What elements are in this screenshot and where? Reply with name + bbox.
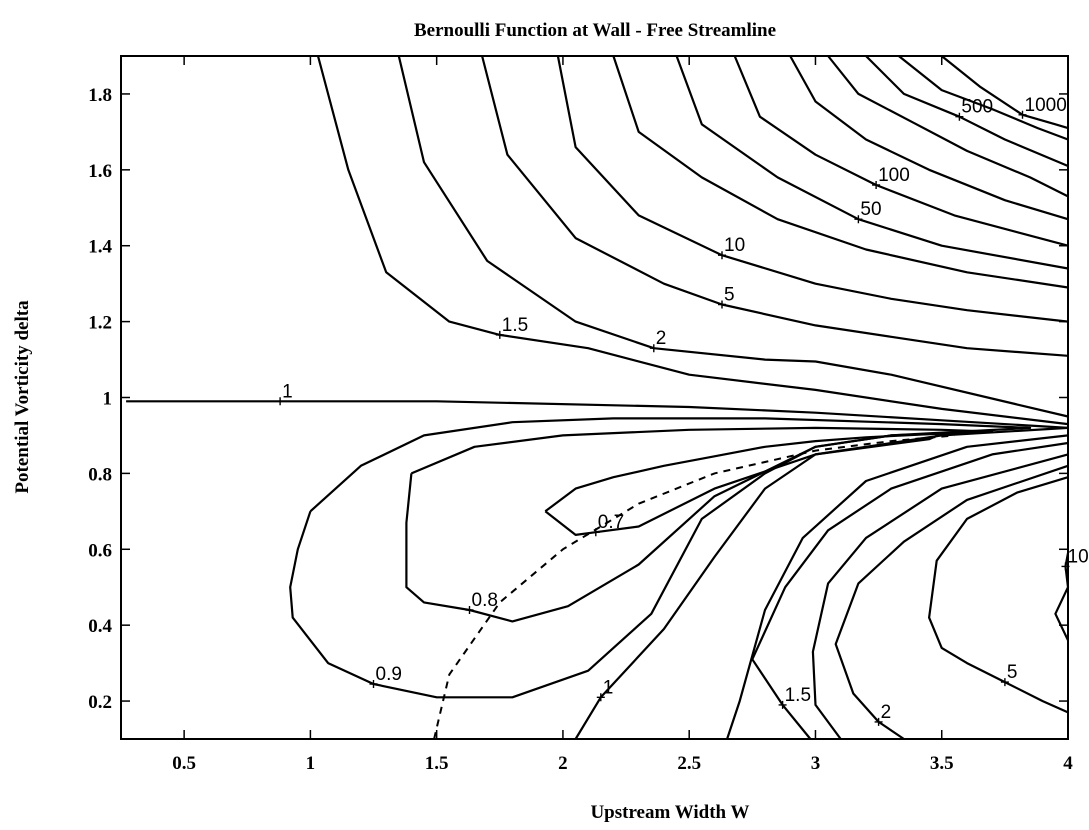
contour-label-marker bbox=[718, 251, 726, 260]
contour-label-marker bbox=[369, 680, 378, 688]
contour-labels: 1 1.5 2 5 10 50 100 500 1000 0.7 0.8 0.9 1 1.5 2 5 10 bbox=[276, 95, 1089, 726]
y-tick-label: 1.4 bbox=[88, 237, 112, 258]
x-tick-label: 3 bbox=[811, 753, 821, 774]
contour-label-marker bbox=[718, 300, 726, 309]
contour-line-9 bbox=[827, 55, 1069, 198]
contour-line-5-21 bbox=[928, 476, 1069, 714]
contour-label-marker bbox=[596, 693, 605, 702]
y-axis-label: Potential Vorticity delta bbox=[12, 300, 33, 494]
contour-label-marker bbox=[1000, 678, 1009, 687]
x-tick-label: 4 bbox=[1063, 753, 1073, 774]
contour-label: 10 bbox=[1068, 546, 1089, 567]
y-tick-label: 1.6 bbox=[88, 161, 112, 182]
contour-line-100-8 bbox=[789, 55, 1069, 221]
contour-label-marker bbox=[874, 717, 883, 726]
contour-label: 100 bbox=[878, 165, 910, 186]
contour-line-0_8-14 bbox=[405, 426, 994, 623]
x-axis-label: Upstream Width W bbox=[590, 802, 749, 823]
contour-label-marker bbox=[1018, 110, 1027, 119]
x-tick-label: 0.5 bbox=[172, 753, 196, 774]
contour-line-1-0 bbox=[126, 400, 1069, 429]
plot-frame bbox=[120, 55, 1069, 740]
contour-label: 2 bbox=[656, 328, 667, 349]
contour-line-19 bbox=[811, 453, 1069, 740]
contour-label: 1 bbox=[603, 677, 614, 698]
contour-label: 1 bbox=[282, 381, 293, 402]
contour-label: 1.5 bbox=[785, 685, 811, 706]
dashed-curve bbox=[433, 434, 955, 740]
contour-label-marker bbox=[778, 700, 787, 709]
contour-line-11 bbox=[898, 55, 1069, 141]
chart-title: Bernoulli Function at Wall - Free Stream… bbox=[414, 20, 776, 41]
y-tick-label: 1.2 bbox=[88, 313, 112, 334]
contour-line-6 bbox=[675, 55, 1069, 270]
contour-label: 0.7 bbox=[598, 512, 624, 533]
contour-label: 1.5 bbox=[502, 315, 528, 336]
y-tick-label: 0.6 bbox=[88, 540, 112, 561]
contour-line-17 bbox=[726, 434, 1069, 740]
contour-lines bbox=[126, 55, 1070, 740]
y-tick-label: 0.8 bbox=[88, 464, 112, 485]
contour-label-marker bbox=[649, 344, 658, 353]
x-tick-label: 2 bbox=[558, 753, 568, 774]
contour-label-marker bbox=[276, 397, 285, 406]
contour-label: 0.9 bbox=[376, 664, 402, 685]
x-tick-label: 2.5 bbox=[677, 753, 701, 774]
contour-label: 5 bbox=[724, 285, 735, 306]
contour-label-marker bbox=[495, 330, 504, 339]
y-tick-label: 1.8 bbox=[88, 85, 112, 106]
contour-label: 1000 bbox=[1025, 95, 1067, 116]
y-tick-label: 1 bbox=[103, 389, 113, 410]
contour-line-0_9-15 bbox=[289, 417, 1032, 699]
y-tick-label: 0.4 bbox=[88, 616, 112, 637]
contour-line-50-7 bbox=[733, 55, 1069, 247]
contour-label: 5 bbox=[1007, 662, 1018, 683]
contour-label-marker bbox=[955, 112, 964, 121]
x-tick-label: 1.5 bbox=[425, 753, 449, 774]
contour-label: 2 bbox=[881, 702, 892, 723]
contour-label-marker bbox=[854, 215, 863, 224]
contour-label-marker bbox=[591, 528, 600, 537]
contour-label-marker bbox=[872, 181, 881, 189]
contour-label: 500 bbox=[961, 97, 993, 118]
contour-line-1_5-1 bbox=[316, 55, 1069, 426]
contour-label: 0.8 bbox=[472, 590, 498, 611]
contour-label-marker bbox=[465, 606, 474, 614]
contour-label: 50 bbox=[860, 199, 881, 220]
contour-line-5 bbox=[612, 55, 1069, 289]
contour-line-2-20 bbox=[834, 464, 1069, 740]
y-tick-label: 0.2 bbox=[88, 692, 112, 713]
contour-line-1_5-18 bbox=[751, 441, 1069, 740]
contour-line-10-4 bbox=[556, 55, 1069, 323]
contour-label: 10 bbox=[724, 235, 745, 256]
x-tick-label: 3.5 bbox=[930, 753, 954, 774]
axis-ticks: 0.5 1 1.5 2 2.5 3 3.5 4 0.2 0.4 0.6 0.8 1 1.2 1.4 1.6 1.… bbox=[88, 56, 1073, 774]
x-tick-label: 1 bbox=[306, 753, 316, 774]
